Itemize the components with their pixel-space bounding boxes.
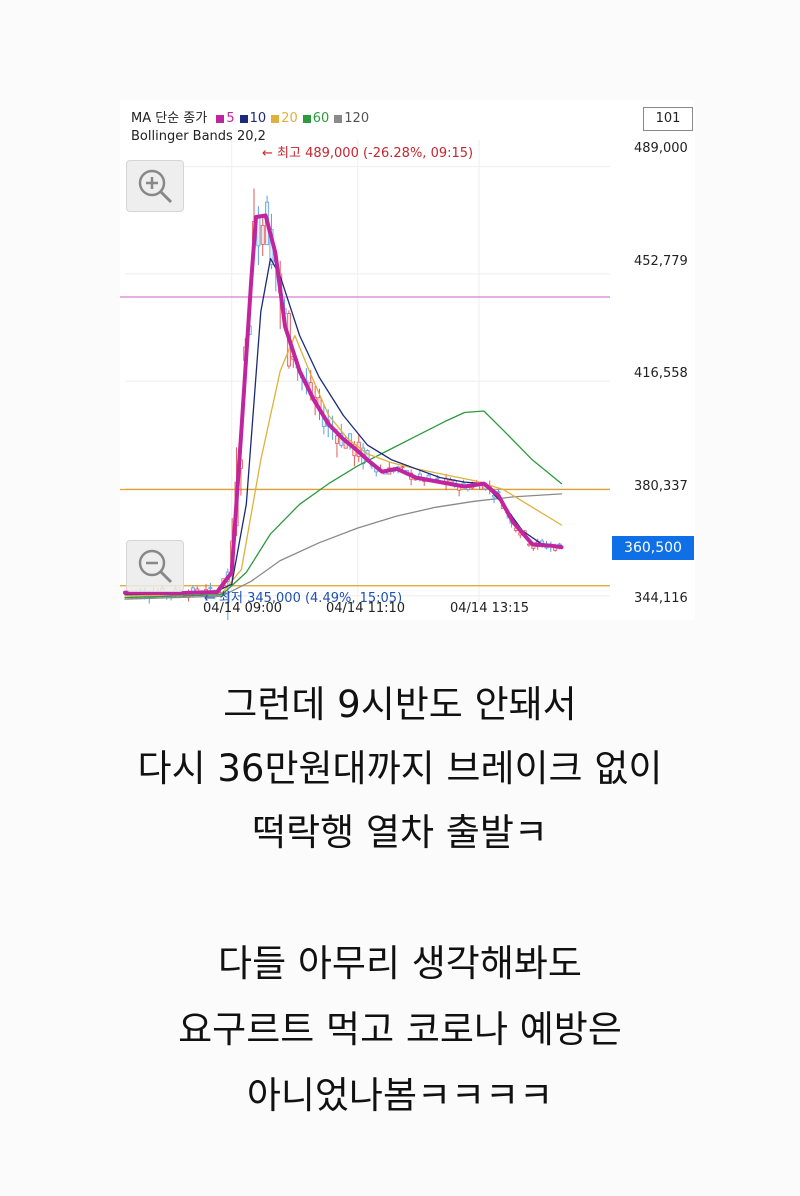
bb-legend: Bollinger Bands 20,2 [131,129,266,144]
caption-line-2: 다시 36만원대까지 브레이크 없이 [137,747,663,790]
ma-legend-items: 5 10 20 60 120 [211,111,369,126]
time-tick-2: 04/14 11:10 [326,601,406,616]
series-line-ma10 [124,257,563,596]
candle-body [260,224,265,245]
ma-legend-swatch [302,114,311,123]
caption-line-5: 요구르트 먹고 코로나 예방은 [178,1008,622,1051]
ma-legend-label: 5 [226,111,235,126]
chart-plot [120,140,610,620]
time-tick-3: 04/14 13:15 [450,601,530,616]
caption-line-1: 그런데 9시반도 안돼서 [223,683,577,726]
ma-legend-swatch [271,114,280,123]
zoom-out-button[interactable] [126,540,184,592]
series-line-ma120 [124,493,563,600]
caption-line-4: 다들 아무리 생각해봐도 [218,942,582,985]
candle-body [334,435,339,444]
candle-body [208,587,213,590]
ma-legend-label: 10 [249,111,267,126]
caption-line-3: 떡락행 열차 출발ㅋ [252,811,548,854]
candle-body [531,545,536,549]
price-tick-2: 452,779 [634,254,688,269]
price-tick-4: 380,337 [634,479,688,494]
price-tick-3: 416,558 [634,366,688,381]
stock-chart[interactable] [120,100,695,620]
ma-legend: MA 단순 종가 5 10 20 60 120 [131,107,369,126]
period-input[interactable]: 101 [643,107,693,131]
ma-legend-swatch [239,114,248,123]
series-line-ma60 [124,410,563,599]
series-line-ma5 [123,213,564,596]
zoom-in-button[interactable] [126,160,184,212]
ma-legend-title: MA 단순 종가 [131,111,208,126]
zoom-out-icon [138,549,173,584]
price-tick-1: 489,000 [634,141,688,156]
ma-legend-label: 60 [312,111,330,126]
zoom-in-icon [138,169,173,204]
candle-body [400,466,405,469]
ma-legend-label: 120 [344,111,370,126]
ma-legend-swatch [334,114,343,123]
high-annotation: ← 최고 489,000 (-26.28%, 09:15) [262,146,474,161]
ma-legend-swatch [216,114,225,123]
time-tick-1: 04/14 09:00 [203,601,283,616]
current-price-badge: 360,500 [612,536,694,560]
caption-line-6: 아니었나봄ㅋㅋㅋㅋ [246,1074,554,1117]
candle-body [435,477,440,480]
series-line-ma20 [124,334,563,597]
ma-legend-label: 20 [281,111,298,126]
price-tick-5: 344,116 [634,591,688,606]
low-annotation: ← 최저 345,000 (4.49%, 15:05) [204,591,403,606]
